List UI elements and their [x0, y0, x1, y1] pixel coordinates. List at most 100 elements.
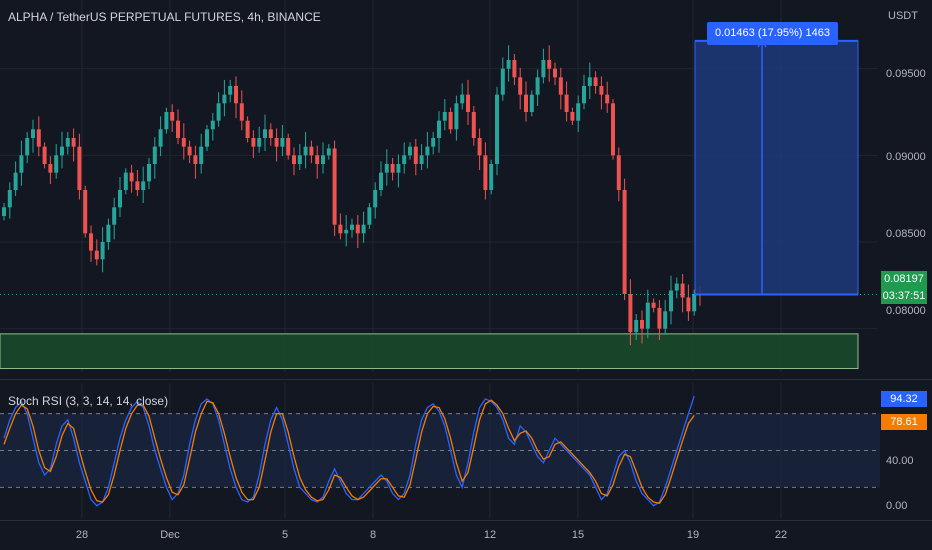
target-range-box	[694, 40, 859, 296]
candle-body	[25, 138, 30, 156]
candle-body	[524, 94, 528, 112]
candle-body	[193, 155, 198, 164]
candle-body	[379, 172, 383, 190]
candle-body	[692, 294, 697, 312]
y-tick: 0.09500	[886, 68, 926, 80]
candle-body	[489, 164, 494, 190]
candle-body	[518, 77, 523, 95]
currency-label: USDT	[888, 10, 918, 22]
candle-body	[303, 146, 308, 156]
candle-body	[19, 155, 24, 173]
candle-body	[60, 146, 64, 156]
x-tick: 19	[686, 529, 700, 541]
candle-body	[599, 86, 604, 95]
candle-body	[71, 138, 76, 147]
bar-countdown-tag: 03:37:51	[881, 288, 927, 304]
y-tick: 0.08500	[886, 228, 926, 240]
candle-body	[425, 146, 430, 156]
candle-body	[228, 86, 233, 95]
candle-body	[251, 138, 256, 147]
candle-body	[13, 172, 18, 190]
candle-body	[170, 112, 175, 121]
candle-body	[367, 207, 372, 225]
candle-body	[112, 207, 117, 225]
candle-body	[564, 94, 569, 112]
candle-body	[657, 307, 662, 329]
candle-body	[605, 94, 610, 104]
candle-body	[576, 103, 581, 121]
stoch-rsi-title: Stoch RSI (3, 3, 14, 14, close)	[8, 394, 169, 408]
candle-body	[199, 146, 204, 164]
rsi-d-line	[3, 399, 695, 504]
candle-body	[89, 233, 93, 251]
candle-body	[210, 120, 215, 130]
candle-body	[419, 155, 424, 164]
candle-body	[373, 190, 378, 208]
candle-body	[477, 138, 482, 156]
candle-body	[42, 146, 47, 164]
candle-body	[65, 138, 70, 147]
candle-body	[483, 155, 488, 190]
y-tick: 0.09000	[886, 151, 926, 163]
candle-body	[326, 148, 331, 156]
time-axis-separator	[0, 520, 932, 521]
candle-body	[222, 94, 227, 104]
x-tick: 8	[369, 529, 377, 541]
candle-body	[315, 155, 320, 164]
candle-body	[48, 164, 53, 173]
candle-body	[118, 190, 122, 208]
candle-body	[350, 224, 354, 230]
target-range-label[interactable]: 0.01463 (17.95%) 1463	[707, 22, 838, 45]
candle-body	[442, 112, 447, 121]
candle-body	[471, 112, 476, 138]
candle-body	[587, 77, 592, 86]
candle-body	[164, 112, 169, 130]
candle-body	[268, 129, 273, 138]
candle-body	[321, 155, 325, 164]
candle-body	[7, 190, 12, 208]
candle-body	[634, 320, 639, 333]
candle-body	[355, 224, 360, 234]
candle-body	[495, 94, 499, 164]
candle-body	[280, 138, 285, 147]
candle-body	[402, 155, 407, 164]
x-tick: 28	[75, 529, 89, 541]
pane-separator[interactable]	[0, 379, 932, 380]
candle-body	[674, 283, 679, 291]
rsi-k-line	[3, 395, 695, 507]
candle-body	[106, 224, 111, 242]
candle-body	[454, 103, 459, 130]
y-tick: 0.08000	[886, 305, 926, 317]
rsi-k-value-tag: 94.32	[881, 391, 927, 407]
candle-body	[448, 112, 453, 130]
candle-body	[553, 68, 557, 78]
candle-body	[2, 207, 6, 216]
candle-body	[628, 294, 633, 333]
candle-body	[431, 138, 436, 147]
candle-body	[36, 129, 41, 147]
candle-body	[408, 146, 412, 156]
candle-body	[176, 120, 180, 138]
candle-body	[129, 172, 134, 182]
candle-body	[158, 129, 163, 147]
support-zone	[0, 333, 859, 370]
candle-body	[390, 164, 395, 173]
candle-body	[680, 283, 685, 298]
candle-body	[338, 224, 343, 234]
candle-body	[547, 60, 552, 69]
candle-body	[332, 148, 337, 225]
candle-body	[384, 164, 389, 173]
candle-body	[31, 129, 35, 138]
candle-body	[622, 190, 627, 294]
candle-body	[245, 120, 250, 138]
rsi-d-value-tag: 78.61	[881, 414, 927, 430]
candle-body	[257, 138, 262, 147]
candle-body	[651, 302, 656, 308]
candle-body	[361, 224, 366, 234]
candle-body	[437, 120, 441, 138]
candle-body	[83, 190, 88, 234]
candle-body	[54, 155, 59, 173]
candle-body	[558, 77, 563, 95]
candle-body	[570, 112, 575, 121]
